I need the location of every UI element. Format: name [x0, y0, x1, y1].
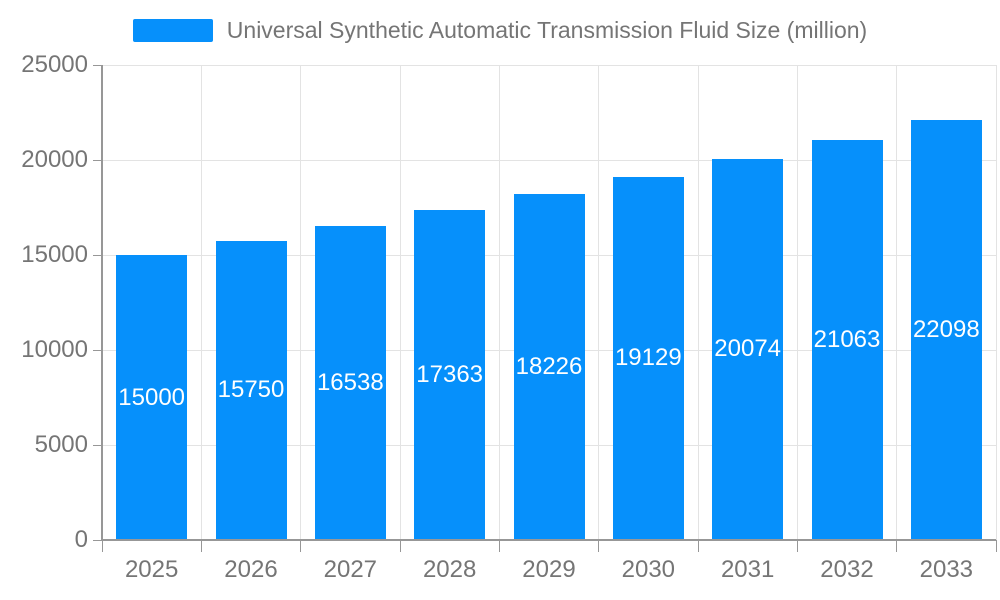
gridline-vertical [399, 65, 401, 540]
x-axis-tick [796, 540, 798, 552]
bar-value-label: 18226 [515, 352, 583, 380]
bar-value-label: 19129 [614, 344, 682, 372]
x-axis-tick [300, 540, 302, 552]
legend-item[interactable]: Universal Synthetic Automatic Transmissi… [0, 16, 1000, 44]
y-axis-tick [93, 254, 102, 256]
gridline-vertical [697, 65, 699, 540]
x-axis-label: 2033 [919, 556, 974, 583]
x-axis-tick [598, 540, 600, 552]
y-axis-tick [93, 64, 102, 66]
y-axis-tick [93, 159, 102, 161]
y-axis-label: 25000 [21, 51, 88, 78]
x-axis-label: 2025 [124, 556, 179, 583]
x-axis-tick [200, 540, 202, 552]
bar-value-label: 15750 [217, 376, 285, 404]
gridline-vertical [796, 65, 798, 540]
bar-2029[interactable]: 18226 [513, 193, 585, 540]
bar-value-label: 22098 [912, 316, 980, 344]
x-axis-label: 2030 [621, 556, 676, 583]
x-axis-tick [697, 540, 699, 552]
y-axis-tick [93, 444, 102, 446]
x-axis-label: 2032 [820, 556, 874, 583]
bar-2027[interactable]: 16538 [314, 225, 386, 540]
x-axis-tick [896, 540, 898, 552]
gridline-vertical [598, 65, 600, 540]
legend-label: Universal Synthetic Automatic Transmissi… [226, 17, 868, 43]
bar-value-label: 16538 [316, 368, 384, 396]
y-axis-tick [93, 349, 102, 351]
bar-2028[interactable]: 17363 [414, 210, 486, 540]
y-axis-line [101, 65, 103, 540]
x-axis-tick [498, 540, 500, 552]
gridline-vertical [896, 65, 898, 540]
x-axis-label: 2031 [720, 556, 775, 583]
y-axis-label: 20000 [21, 146, 88, 173]
x-axis-label: 2028 [422, 556, 477, 583]
bar-2031[interactable]: 20074 [712, 158, 784, 540]
bar-2025[interactable]: 15000 [116, 255, 188, 540]
bar-value-label: 21063 [813, 325, 881, 353]
bar-2030[interactable]: 19129 [612, 176, 684, 540]
gridline-vertical [200, 65, 202, 540]
x-axis-tick [995, 540, 997, 552]
bar-2032[interactable]: 21063 [811, 139, 883, 540]
gridline-vertical [995, 65, 997, 540]
y-axis-label: 5000 [34, 431, 88, 458]
x-axis-tick [399, 540, 401, 552]
gridline-horizontal [102, 159, 996, 161]
x-axis-label: 2026 [224, 556, 278, 583]
x-axis-label: 2029 [522, 556, 576, 583]
bar-value-label: 17363 [416, 361, 484, 389]
x-axis-tick [101, 540, 103, 552]
bar-value-label: 20074 [714, 335, 782, 363]
bar-2026[interactable]: 15750 [215, 240, 287, 540]
y-axis-tick [93, 539, 102, 541]
legend-swatch [132, 18, 213, 42]
gridline-vertical [498, 65, 500, 540]
bar-2033[interactable]: 22098 [910, 120, 982, 540]
y-axis-label: 10000 [21, 336, 88, 363]
y-axis-label: 15000 [21, 241, 88, 268]
x-axis-line [101, 539, 996, 541]
gridline-vertical [300, 65, 302, 540]
bar-value-label: 15000 [118, 383, 186, 411]
gridline-horizontal [102, 64, 996, 66]
x-axis-label: 2027 [323, 556, 378, 583]
y-axis-label: 0 [74, 526, 88, 553]
